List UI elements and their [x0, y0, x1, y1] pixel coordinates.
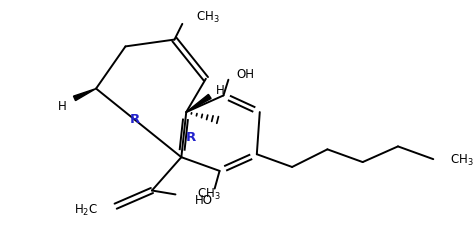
Text: HO: HO	[195, 194, 213, 207]
Text: R: R	[130, 113, 140, 127]
Text: CH$_3$: CH$_3$	[197, 187, 221, 202]
Polygon shape	[186, 94, 211, 112]
Text: OH: OH	[236, 68, 254, 81]
Text: H$_2$C: H$_2$C	[74, 202, 98, 218]
Text: CH$_3$: CH$_3$	[196, 10, 220, 24]
Text: H: H	[216, 84, 225, 97]
Polygon shape	[73, 89, 96, 101]
Text: CH$_3$: CH$_3$	[450, 153, 474, 168]
Text: R: R	[186, 131, 196, 144]
Text: H: H	[58, 100, 66, 113]
